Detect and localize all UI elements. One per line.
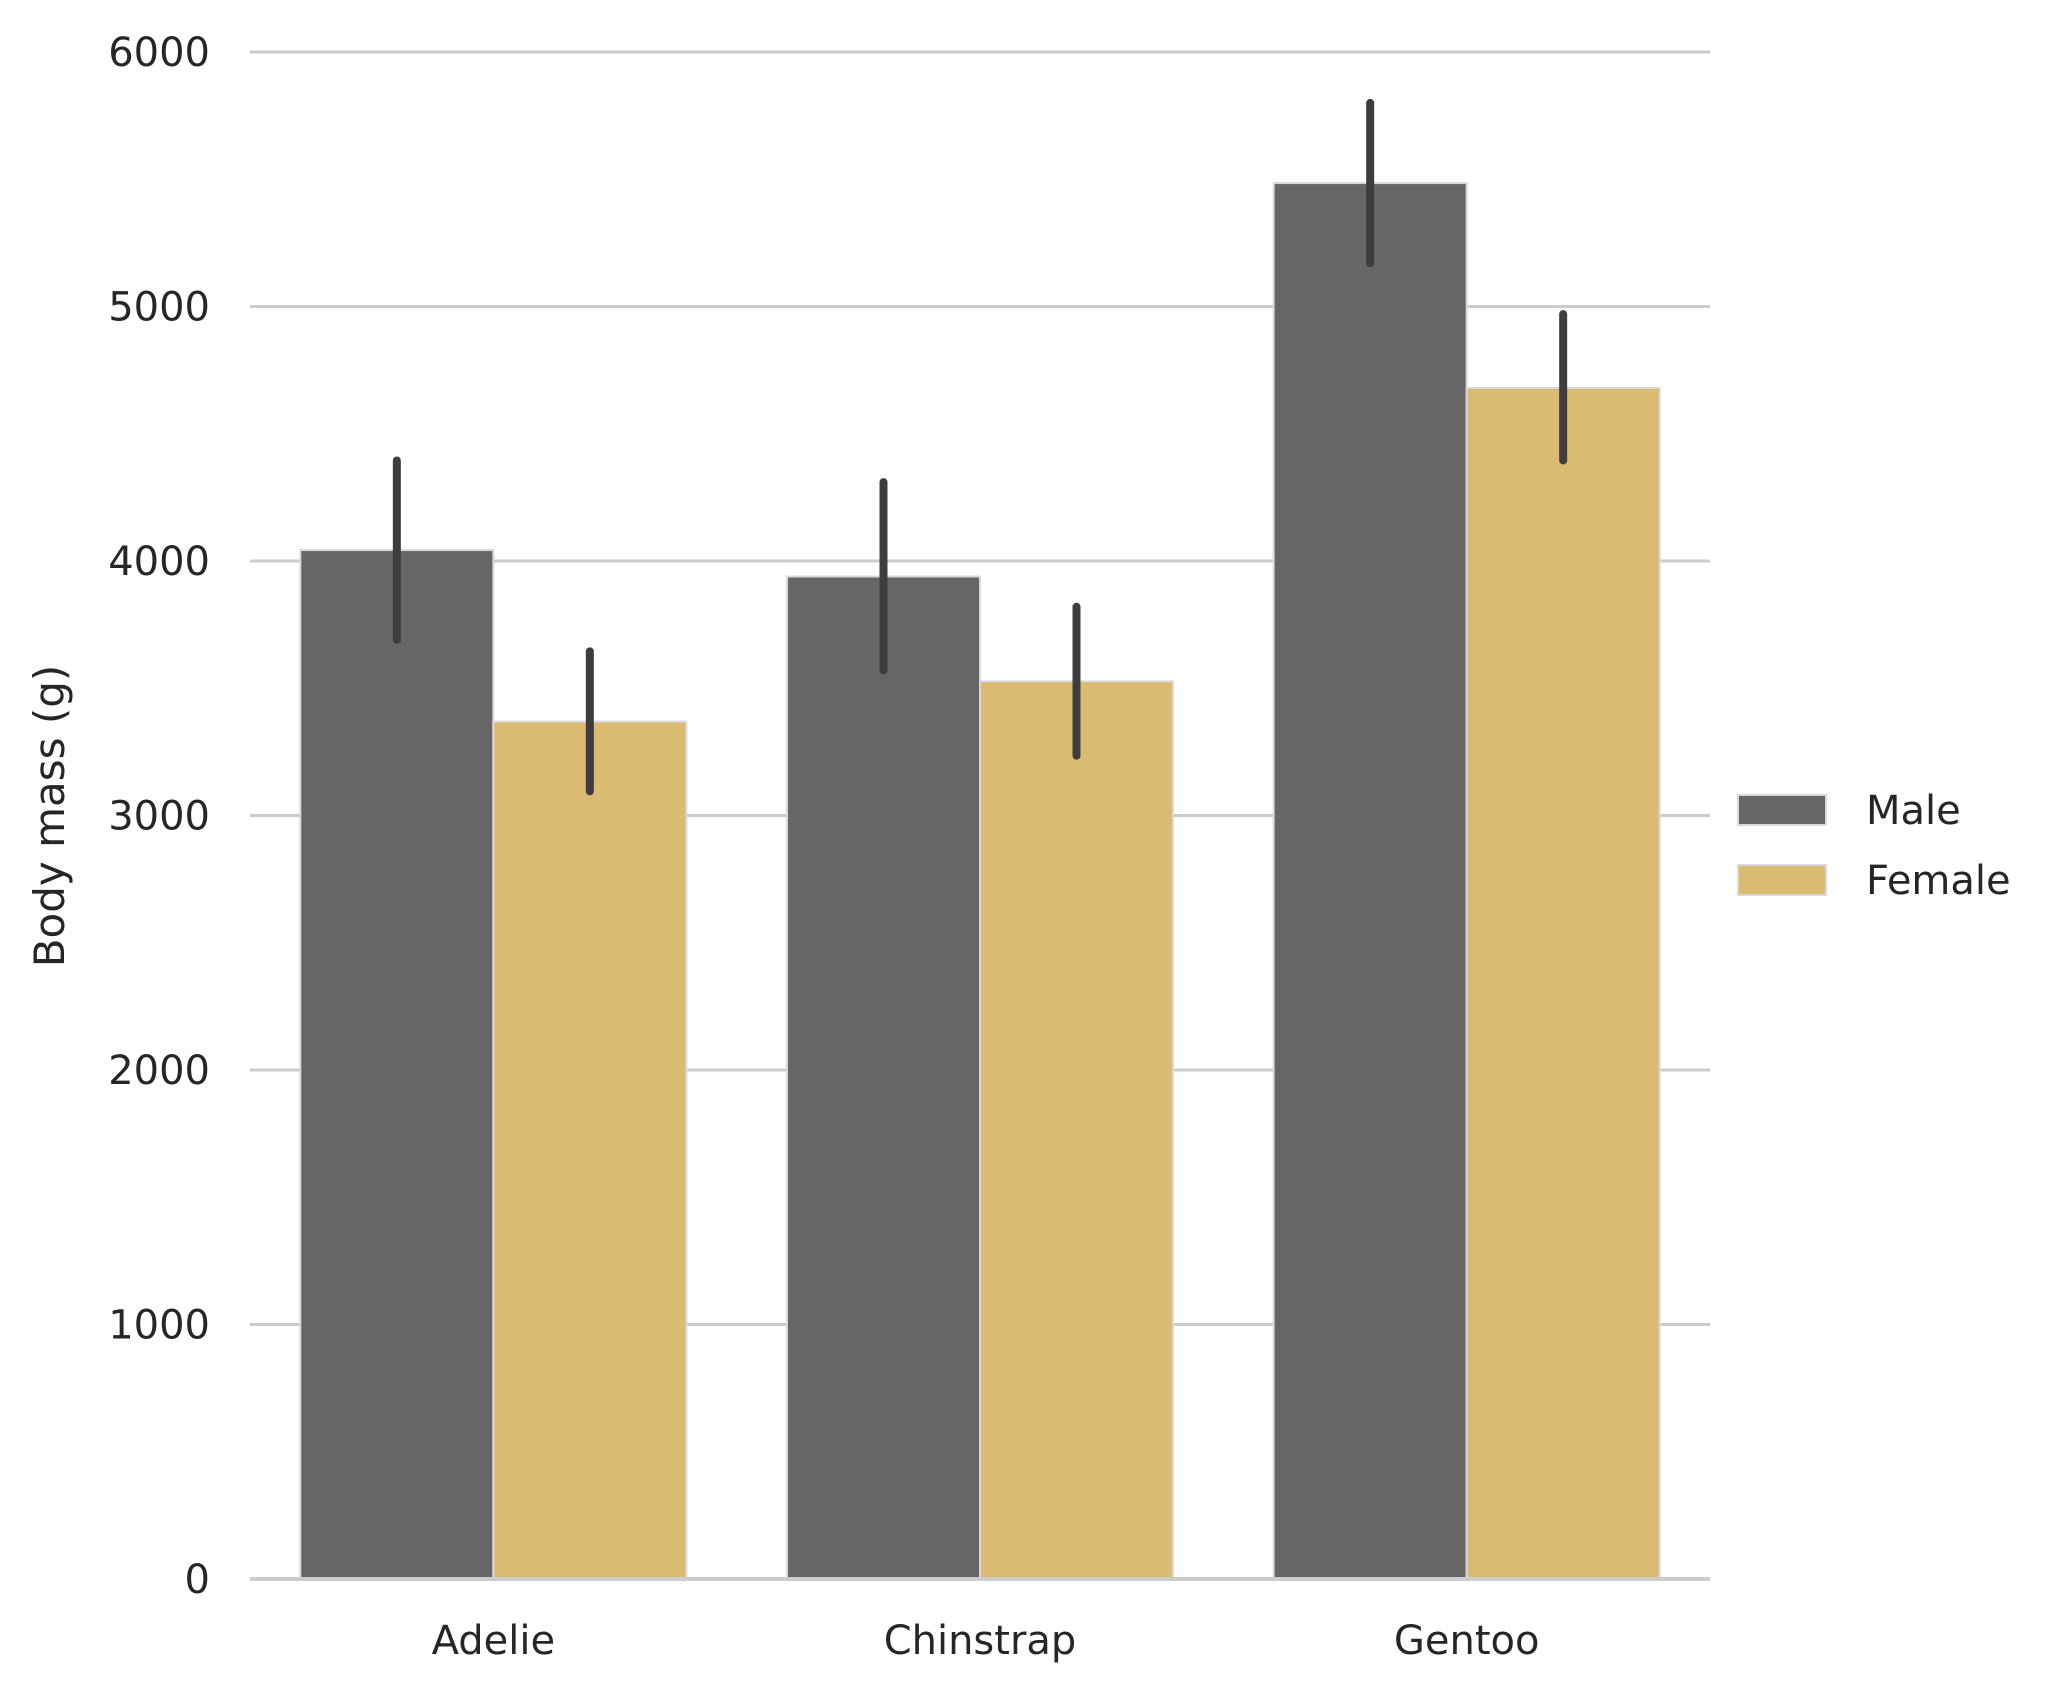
bar-male-gentoo [1272, 182, 1468, 1580]
y-tick-label: 2000 [108, 1048, 210, 1094]
y-tick-label: 6000 [108, 30, 210, 76]
y-tick-label: 4000 [108, 539, 210, 585]
bar-female-gentoo [1465, 386, 1661, 1581]
x-tick-label: Gentoo [1394, 1618, 1540, 1664]
legend-label-male: Male [1866, 788, 1961, 834]
legend-label-female: Female [1866, 858, 2011, 904]
bars [299, 182, 1661, 1581]
bar-female-chinstrap [979, 680, 1174, 1580]
y-tick-label: 0 [185, 1557, 210, 1603]
error-bars [392, 98, 1568, 796]
legend-swatch-female [1737, 864, 1827, 896]
bar-female-adelie [492, 720, 688, 1580]
y-axis-ticks: 0 1000 2000 3000 4000 5000 6000 [108, 30, 210, 1603]
legend-swatch-male [1737, 794, 1827, 826]
y-tick-label: 5000 [108, 285, 210, 331]
x-axis-ticks: Adelie Chinstrap Gentoo [432, 1618, 1540, 1664]
bar-male-adelie [299, 549, 495, 1580]
y-tick-label: 1000 [108, 1303, 210, 1349]
legend: Male Female [1737, 788, 2011, 904]
y-tick-label: 3000 [108, 794, 210, 840]
bar-male-chinstrap [786, 575, 981, 1580]
x-tick-label: Adelie [432, 1618, 556, 1664]
y-axis-label: Body mass (g) [25, 665, 74, 968]
x-tick-label: Chinstrap [884, 1618, 1077, 1664]
